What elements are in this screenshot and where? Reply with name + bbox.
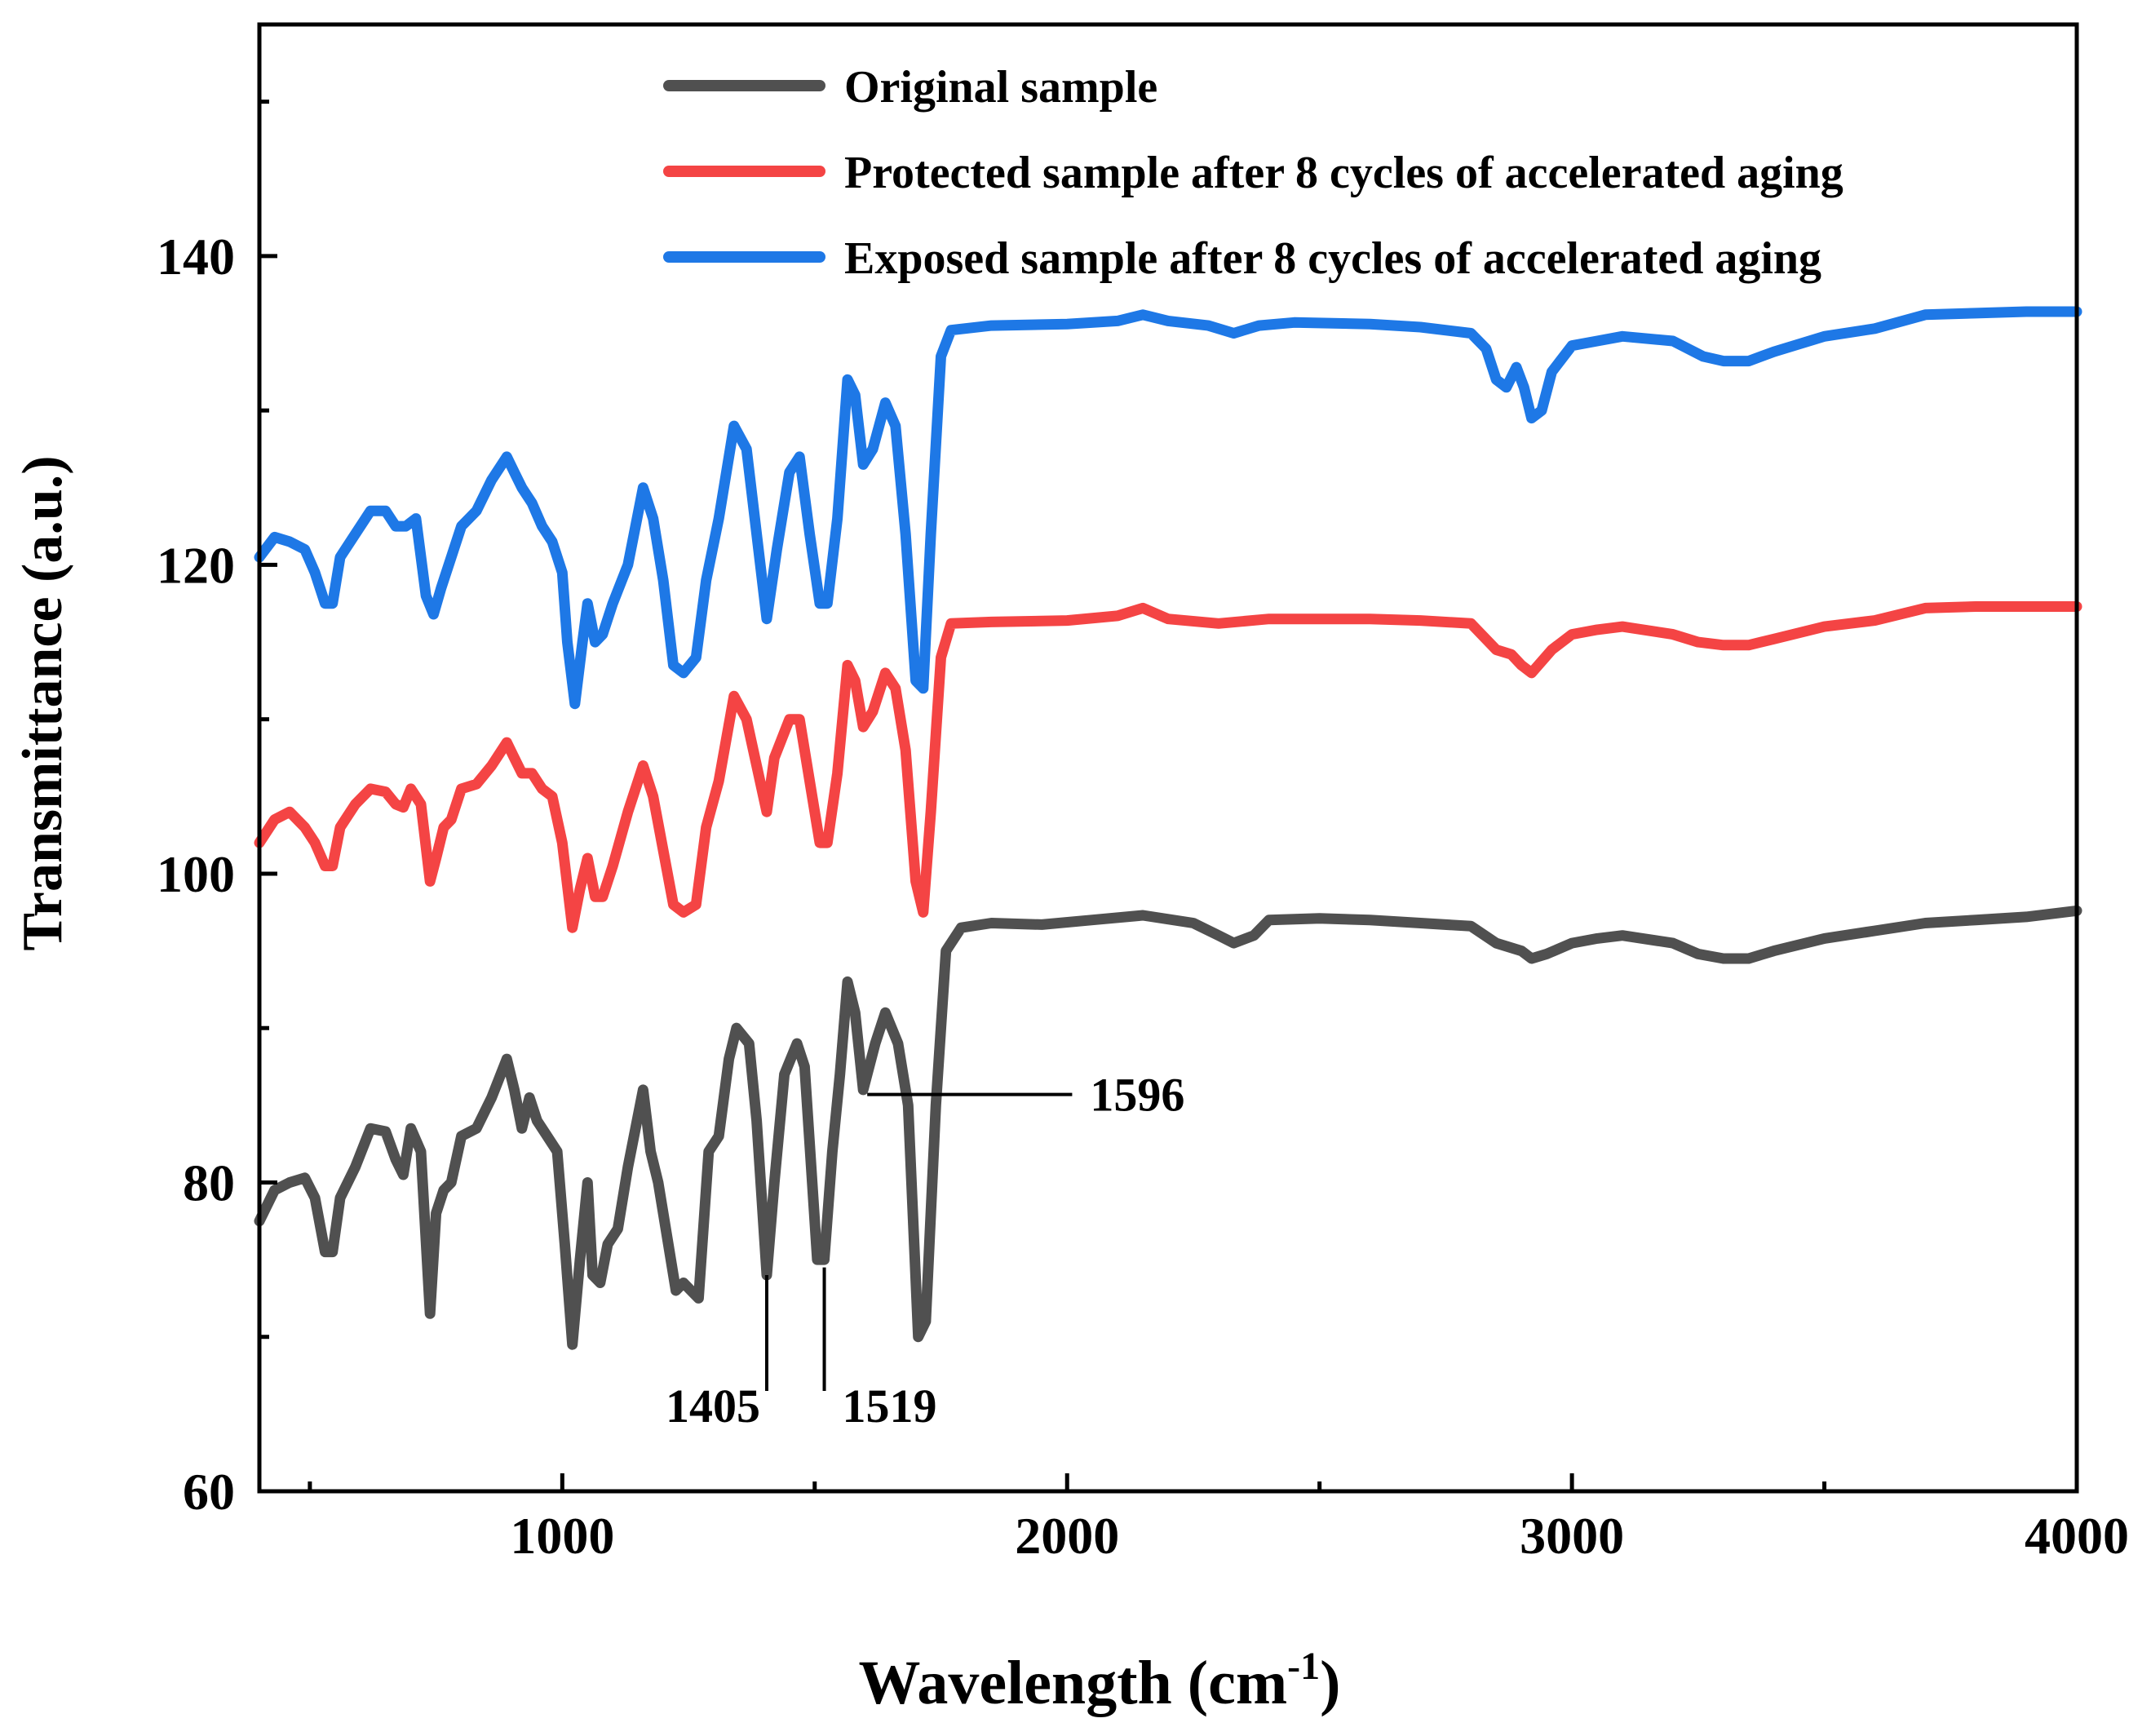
x-axis-title-superscript: -1 [1287,1645,1320,1688]
legend-label-3: Exposed sample after 8 cycles of acceler… [844,233,1821,284]
annotation-label-1596: 1596 [1090,1069,1184,1122]
legend-label-1: Original sample [844,62,1157,113]
series-line-3 [254,306,2082,710]
axes-layer: 1000 2000 3000 4000 60 80 100 120 140 [157,22,2129,1565]
annotation-label-1519: 1519 [843,1380,937,1433]
y-tick-label: 80 [183,1154,235,1211]
y-tick-label: 120 [157,536,235,594]
x-tick-label: 2000 [1015,1507,1119,1565]
x-axis-title: Wavelength (cm-1) [859,1645,1341,1717]
y-tick-label: 100 [157,845,235,903]
plot-frame [257,22,2079,1494]
x-axis-title-close: ) [1320,1649,1340,1717]
series-layer [254,306,2082,1350]
x-tick-label: 3000 [1520,1507,1624,1565]
y-tick-label: 60 [183,1463,235,1521]
annotation-layer: 1405 1519 1596 [666,1069,1184,1433]
series-line-2 [254,601,2082,933]
y-tick-label: 140 [157,228,235,286]
legend: Original sample Protected sample after 8 … [663,62,1843,284]
x-axis-title-main: Wavelength (cm [859,1649,1288,1717]
y-axis-title: Transmittance (a.u.) [11,455,74,950]
x-tick-label: 1000 [510,1507,614,1565]
x-tick-label: 4000 [2025,1507,2129,1565]
legend-label-2: Protected sample after 8 cycles of accel… [844,148,1843,198]
series-line-1 [254,905,2082,1350]
annotation-label-1405: 1405 [666,1380,760,1433]
